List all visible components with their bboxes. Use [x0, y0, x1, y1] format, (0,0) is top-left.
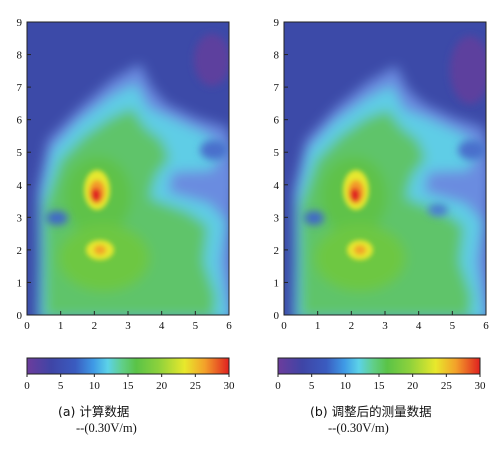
x-tick-label-b-6: 6	[483, 320, 489, 332]
x-tick-label-b-5: 5	[450, 320, 456, 332]
caption-b-title: (b) 调整后的测量数据	[310, 404, 432, 419]
colorbar-label-a-6: 30	[224, 380, 236, 392]
colorbar-label-a-2: 10	[89, 380, 101, 392]
caption-b-unit: --(0.30V/m)	[328, 421, 389, 435]
colorbar-a-ticks: 0 5 10 15 20 25 30	[24, 374, 235, 392]
y-tick-label-a-7: 7	[17, 82, 23, 94]
colorbar-label-b-0: 0	[275, 380, 281, 392]
x-tick-label-a-3: 3	[125, 320, 131, 332]
x-tick-label-b-3: 3	[382, 320, 388, 332]
colorbar-label-a-5: 25	[190, 380, 202, 392]
colorbar-b: 0 5 10 15 20 25 30	[275, 357, 486, 392]
x-tick-label-b-2: 2	[349, 320, 355, 332]
y-tick-label-a-8: 8	[17, 50, 23, 62]
y-tick-label-b-4: 4	[274, 180, 280, 192]
y-tick-label-b-8: 8	[274, 50, 280, 62]
x-tick-label-b-1: 1	[315, 320, 321, 332]
axes-a: 0 1 2 3 4 5 6 0 1 2 3 4 5 6 7 8 9	[17, 17, 233, 332]
heatmap-b-hotspots	[343, 170, 373, 260]
colorbar-label-a-3: 15	[123, 380, 135, 392]
y-tick-label-a-6: 6	[17, 115, 23, 127]
heatmap-b-field	[294, 66, 486, 315]
colorbar-label-a-1: 5	[58, 380, 64, 392]
x-tick-label-a-5: 5	[193, 320, 199, 332]
y-tick-label-b-2: 2	[274, 245, 280, 257]
caption-b: (b) 调整后的测量数据 --(0.30V/m)	[310, 404, 432, 436]
colorbar-label-b-6: 30	[475, 380, 487, 392]
heatmap-a-hotspots	[84, 170, 114, 260]
caption-a-title: (a) 计算数据	[58, 404, 130, 419]
y-tick-label-b-1: 1	[274, 277, 280, 289]
x-tick-label-a-4: 4	[159, 320, 165, 332]
colorbar-label-a-4: 20	[156, 380, 168, 392]
heatmap-b-lowfield	[304, 36, 486, 225]
x-tick-label-a-6: 6	[226, 320, 232, 332]
y-tick-label-a-1: 1	[17, 277, 23, 289]
x-tick-label-a-1: 1	[58, 320, 64, 332]
colorbar-label-b-3: 15	[374, 380, 386, 392]
heatmap-a-field	[38, 64, 229, 315]
colorbar-label-b-4: 20	[407, 380, 419, 392]
colorbar-b-ticks: 0 5 10 15 20 25 30	[275, 374, 486, 392]
heatmap-a-lowfield	[46, 34, 229, 225]
y-tick-label-a-5: 5	[17, 147, 23, 159]
y-tick-label-a-2: 2	[17, 245, 23, 257]
caption-a: (a) 计算数据 --(0.30V/m)	[58, 404, 137, 436]
x-tick-label-b-0: 0	[281, 320, 287, 332]
colorbar-label-a-0: 0	[24, 380, 30, 392]
y-tick-label-b-3: 3	[274, 212, 280, 224]
y-tick-label-b-5: 5	[274, 147, 280, 159]
heatmap-panel-b: 0 1 2 3 4 5 6 0 1 2 3 4 5 6 7 8 9	[274, 17, 490, 332]
colorbar-label-b-2: 10	[340, 380, 352, 392]
colorbar-a: 0 5 10 15 20 25 30	[24, 357, 235, 392]
y-tick-label-b-0: 0	[274, 310, 280, 322]
axes-b: 0 1 2 3 4 5 6 0 1 2 3 4 5 6 7 8 9	[274, 17, 490, 332]
colorbar-label-b-1: 5	[309, 380, 315, 392]
y-tick-label-b-7: 7	[274, 82, 280, 94]
y-tick-label-b-9: 9	[274, 17, 280, 29]
caption-a-unit: --(0.30V/m)	[76, 421, 137, 435]
y-tick-label-a-0: 0	[17, 310, 23, 322]
y-tick-label-a-3: 3	[17, 212, 23, 224]
y-tick-label-a-4: 4	[17, 180, 23, 192]
x-tick-label-b-4: 4	[416, 320, 422, 332]
heatmap-panel-a: 0 1 2 3 4 5 6 0 1 2 3 4 5 6 7 8 9	[17, 17, 233, 332]
x-tick-label-a-2: 2	[92, 320, 98, 332]
colorbar-label-b-5: 25	[441, 380, 453, 392]
x-tick-label-a-0: 0	[24, 320, 30, 332]
y-tick-label-a-9: 9	[17, 17, 23, 29]
y-tick-label-b-6: 6	[274, 115, 280, 127]
